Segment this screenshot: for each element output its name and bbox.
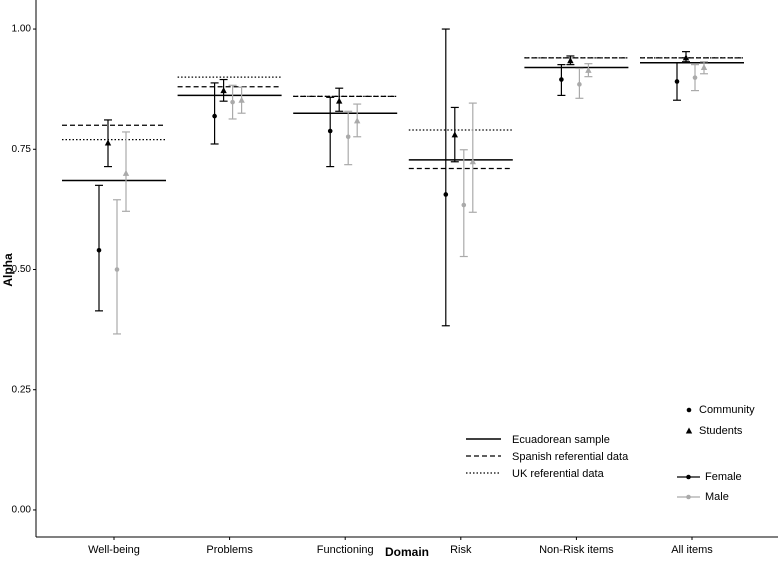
legend-label: Ecuadorean sample xyxy=(512,434,610,446)
legend-label: Spanish referential data xyxy=(512,451,629,463)
point xyxy=(354,117,361,124)
point xyxy=(674,79,680,84)
point xyxy=(443,192,449,197)
point xyxy=(469,158,476,165)
x-tick-label: Problems xyxy=(206,544,253,556)
legend-label: Female xyxy=(705,471,742,483)
point xyxy=(559,77,564,82)
y-axis-title: Alpha xyxy=(1,253,15,287)
point xyxy=(104,139,112,146)
y-tick-label: 0.50 xyxy=(12,264,32,275)
legend-label: Community xyxy=(699,404,755,416)
point xyxy=(114,267,120,272)
point xyxy=(567,57,574,64)
legend-label: UK referential data xyxy=(512,468,605,480)
point xyxy=(230,99,235,105)
legend-label: Students xyxy=(699,425,743,437)
point xyxy=(692,75,698,80)
legend-marker xyxy=(686,407,692,413)
y-tick-label: 0.00 xyxy=(12,505,32,516)
point xyxy=(700,64,708,71)
y-tick-label: 1.00 xyxy=(12,24,32,35)
point xyxy=(220,87,227,94)
point xyxy=(585,66,592,73)
legend-label: Male xyxy=(705,491,729,503)
y-tick-label: 0.75 xyxy=(12,144,32,155)
point xyxy=(212,113,217,119)
x-tick-label: All items xyxy=(671,544,713,556)
point xyxy=(577,82,582,87)
point xyxy=(682,54,690,61)
point xyxy=(461,202,467,208)
point xyxy=(451,131,458,138)
x-tick-label: Functioning xyxy=(317,544,374,556)
x-tick-label: Well-being xyxy=(88,544,140,556)
legend-marker xyxy=(686,494,691,500)
point xyxy=(238,96,245,103)
point xyxy=(336,97,343,104)
legend-marker xyxy=(686,474,691,480)
point xyxy=(96,247,102,253)
point xyxy=(122,169,130,176)
x-tick-label: Non-Risk items xyxy=(539,544,614,556)
point xyxy=(327,128,333,134)
x-axis-title: Domain xyxy=(385,545,429,559)
legend-marker xyxy=(685,427,693,434)
y-tick-label: 0.25 xyxy=(12,384,32,395)
point xyxy=(345,134,351,140)
x-tick-label: Risk xyxy=(450,544,472,556)
